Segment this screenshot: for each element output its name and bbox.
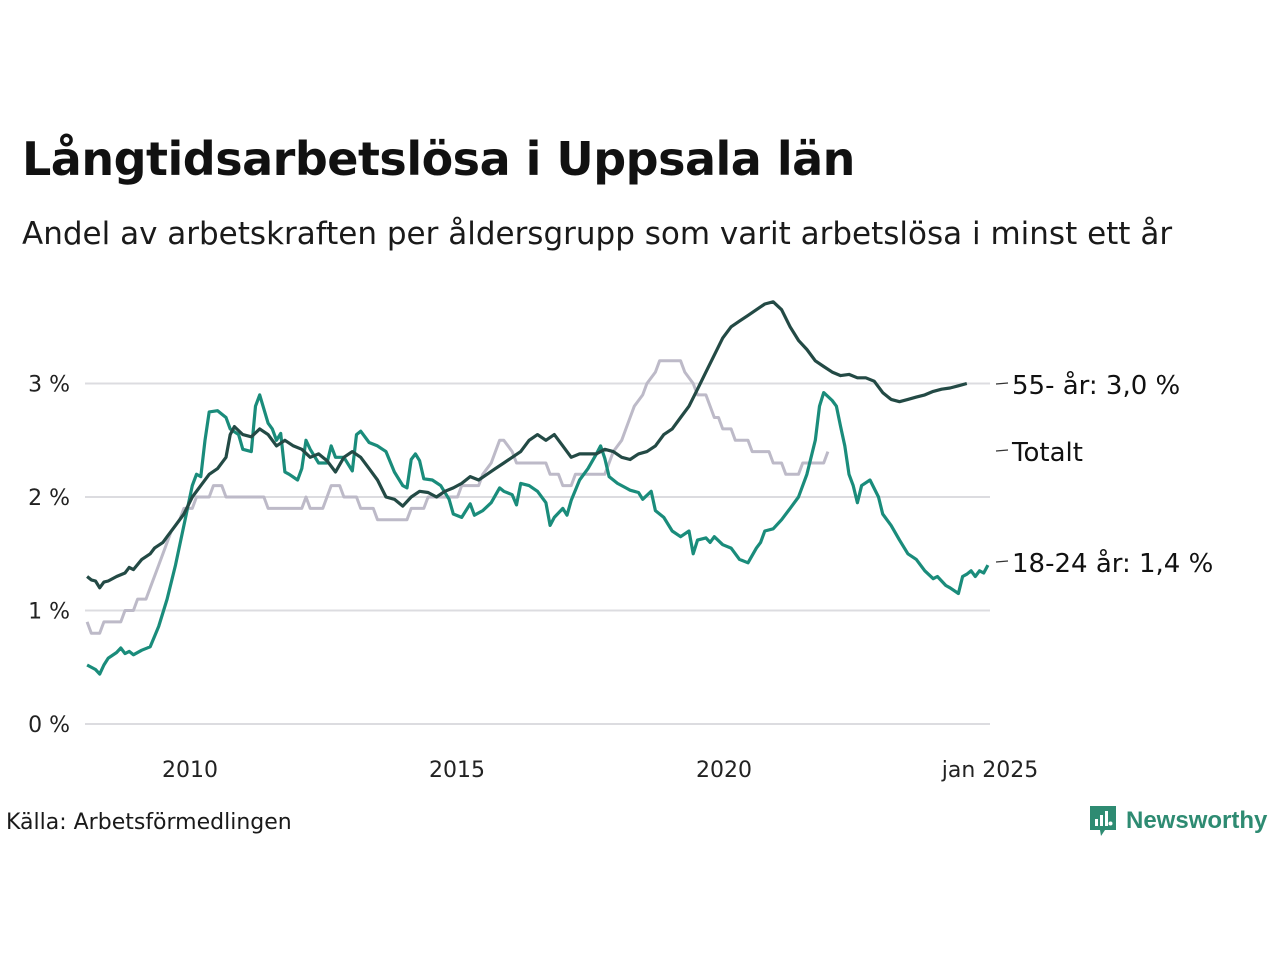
series-end-label: 55- år: 3,0 % xyxy=(1012,370,1180,401)
x-tick-label: 2010 xyxy=(162,758,218,783)
series-end-labels: Totalt 18-24 år: 1,4 % 55- år: 3,0 % xyxy=(995,370,1213,579)
series-end-label: 18-24 år: 1,4 % xyxy=(1012,548,1213,579)
end-label-tick xyxy=(995,382,1009,385)
y-tick-label: 1 % xyxy=(28,600,70,625)
x-tick-label: 2015 xyxy=(429,758,485,783)
chart-subtitle: Andel av arbetskraften per åldersgrupp s… xyxy=(22,216,1173,252)
chart-title: Långtidsarbetslösa i Uppsala län xyxy=(22,132,855,186)
brand-name: Newsworthy xyxy=(1126,807,1268,834)
x-axis: 2010 2015 2020 jan 2025 xyxy=(162,758,1038,783)
y-tick-label: 2 % xyxy=(28,486,70,511)
end-label-tick xyxy=(995,560,1009,563)
series-lines xyxy=(85,300,990,676)
y-axis: 0 % 1 % 2 % 3 % xyxy=(28,373,70,739)
x-tick-label: 2020 xyxy=(696,758,752,783)
gridlines xyxy=(85,382,990,725)
brand-logo: Newsworthy xyxy=(1088,804,1267,838)
y-tick-label: 3 % xyxy=(28,373,70,398)
source-note: Källa: Arbetsförmedlingen xyxy=(6,810,292,835)
series-line-2 xyxy=(86,300,968,590)
end-label-tick xyxy=(995,449,1009,452)
y-tick-label: 0 % xyxy=(28,713,70,738)
x-tick-label: jan 2025 xyxy=(941,758,1039,783)
series-line-1 xyxy=(86,391,990,676)
series-end-label: Totalt xyxy=(1011,438,1083,468)
newsworthy-logo-icon xyxy=(1090,806,1116,836)
